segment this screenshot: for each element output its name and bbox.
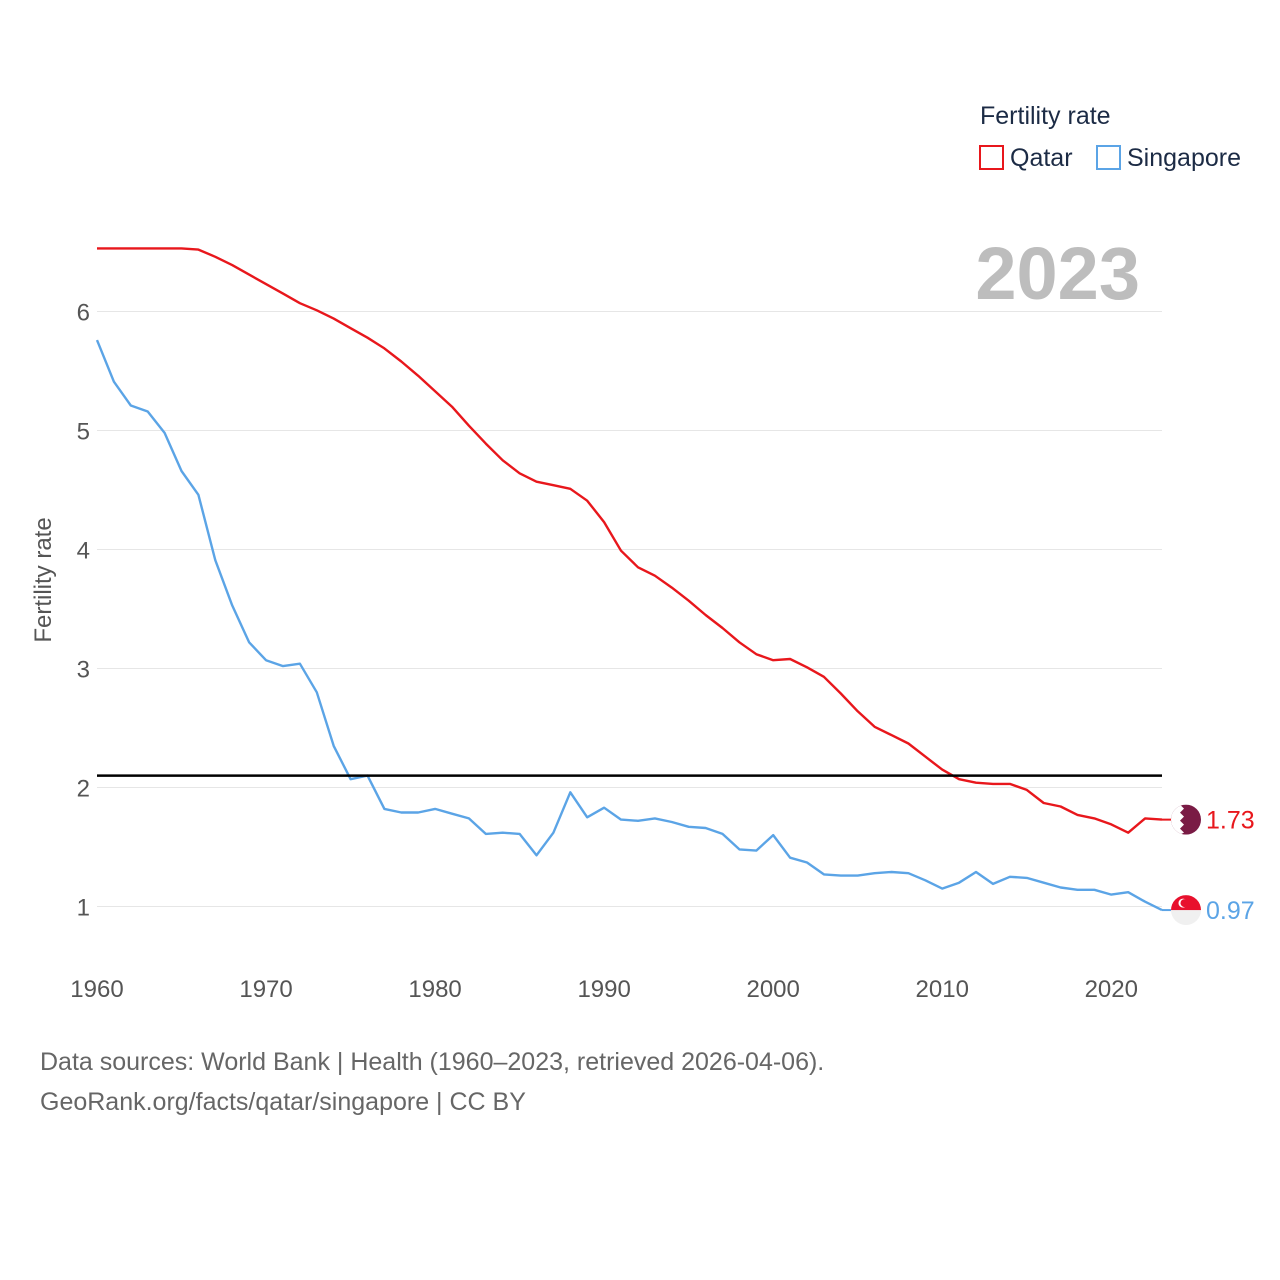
y-axis-ticks: 1 2 3 4 5 6 (77, 300, 90, 922)
qatar-flag-icon (1171, 804, 1201, 835)
x-tick-2010: 2010 (916, 976, 969, 1003)
x-tick-2020: 2020 (1085, 976, 1138, 1003)
singapore-end-value: 0.97 (1206, 897, 1255, 925)
year-label: 2023 (975, 232, 1140, 315)
x-tick-1980: 1980 (408, 976, 461, 1003)
y-tick-6: 6 (77, 300, 90, 327)
legend-title: Fertility rate (980, 102, 1111, 130)
singapore-flag-icon (1171, 895, 1201, 926)
source-line-2: GeoRank.org/facts/qatar/singapore | CC B… (40, 1088, 526, 1116)
source-line-1: Data sources: World Bank | Health (1960–… (40, 1048, 825, 1076)
legend-label-qatar[interactable]: Qatar (1010, 144, 1073, 172)
x-tick-1960: 1960 (70, 976, 123, 1003)
legend-swatch-qatar[interactable] (979, 145, 1004, 170)
x-axis-ticks: 1960 1970 1980 1990 2000 2010 2020 (70, 976, 1138, 1003)
x-tick-1970: 1970 (239, 976, 292, 1003)
gridlines (97, 311, 1162, 907)
y-tick-1: 1 (77, 895, 90, 922)
source-note: Data sources: World Bank | Health (1960–… (40, 1042, 824, 1122)
x-tick-1990: 1990 (577, 976, 630, 1003)
legend-swatch-singapore[interactable] (1096, 145, 1121, 170)
y-tick-2: 2 (77, 776, 90, 803)
fertility-chart: 1 2 3 4 5 6 1960 1970 1980 1990 2000 2010 2020 Fert… (30, 102, 1255, 1003)
qatar-end-value: 1.73 (1206, 807, 1255, 835)
x-tick-2000: 2000 (746, 976, 799, 1003)
y-tick-3: 3 (77, 657, 90, 684)
y-tick-5: 5 (77, 419, 90, 446)
legend-label-singapore[interactable]: Singapore (1127, 144, 1241, 172)
y-tick-4: 4 (77, 538, 90, 565)
series-line-qatar[interactable] (97, 247, 1163, 834)
series-line-singapore[interactable] (95, 339, 1163, 912)
y-axis-label: Fertility rate (30, 517, 57, 642)
legend: Fertility rate Qatar Singapore (979, 102, 1241, 172)
end-markers: 1.73 0.97 (1162, 804, 1255, 926)
series-layer (95, 247, 1163, 912)
